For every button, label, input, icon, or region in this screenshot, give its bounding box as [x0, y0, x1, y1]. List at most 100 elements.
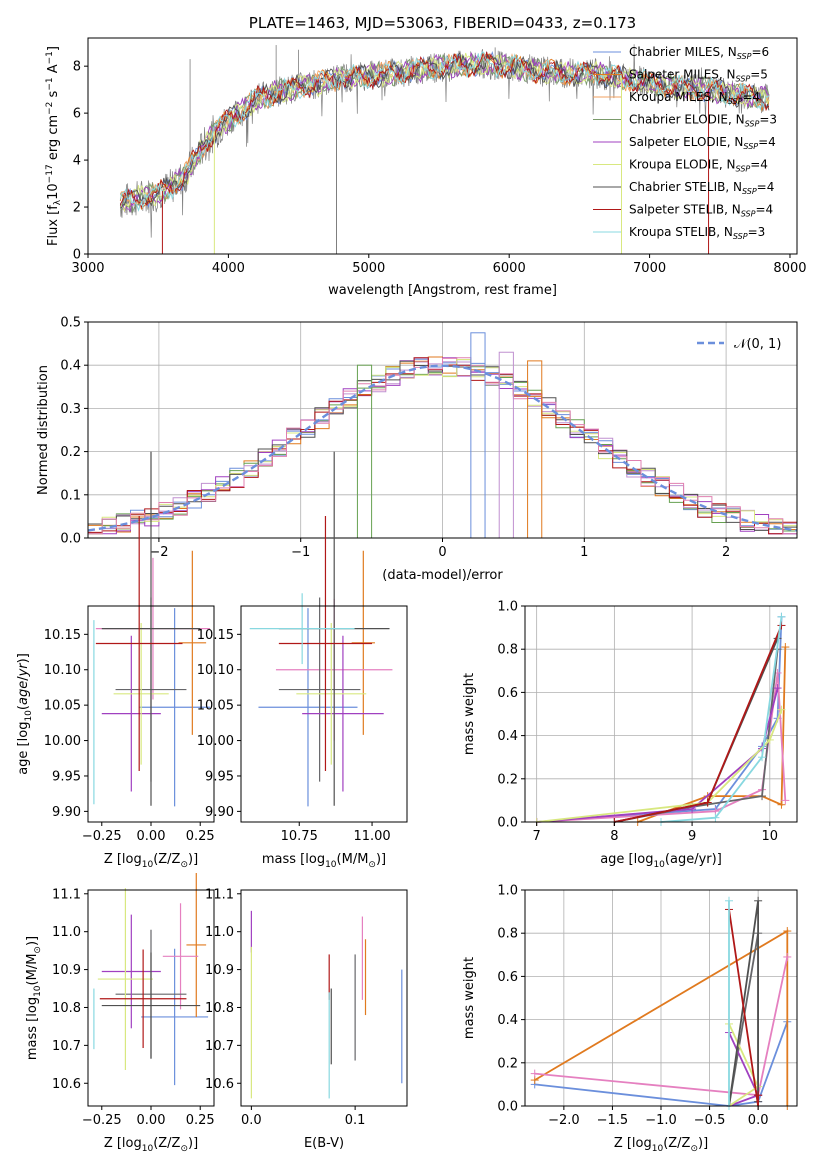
chart-title: PLATE=1463, MJD=53063, FIBERID=0433, z=0…	[249, 14, 636, 32]
mass-vs-ebv-chart: 0.0 0.1 10.6 10.7 10.8 10.9 11.0 11.1 E(B-V)	[205, 887, 408, 1151]
legend-text: =4	[742, 90, 760, 104]
x-axis-label-part: age/yr	[670, 852, 712, 867]
y-tick-label: 0.4	[497, 1013, 518, 1028]
legend-text: =3	[748, 225, 766, 239]
x-axis-label-part: (Z/Z	[153, 852, 180, 867]
x-axis-label-sub: 10	[142, 1144, 154, 1154]
y-tick-label: 1.0	[497, 600, 518, 615]
y-axis-label: mass weight	[462, 957, 477, 1039]
legend-entry: Kroupa MILES, NSSP=4	[629, 90, 760, 106]
y-axis-label-part: yr	[16, 662, 31, 678]
x-axis-label: (data-model)/error	[382, 568, 503, 583]
y-axis-label-part: age [log	[16, 722, 31, 775]
x-tick-label: 5000	[352, 261, 385, 276]
x-axis-label-sub: 10	[325, 860, 337, 870]
x-axis-label-part: (M/M	[337, 852, 369, 867]
y-tick-label: 0.8	[497, 927, 518, 942]
x-tick-label: 3000	[71, 261, 104, 276]
x-tick-label: 8000	[773, 261, 806, 276]
y-tick-label: 4	[73, 154, 81, 169]
y-axis-label-part: f	[46, 205, 61, 210]
x-tick-label: 0.0	[748, 1113, 769, 1128]
x-axis-label-part: )]	[188, 1136, 198, 1151]
y-tick-label: 2	[73, 201, 81, 216]
legend-sub: SSP	[736, 75, 751, 84]
x-tick-label: 9	[688, 829, 696, 844]
histogram-chart: −2 −1 0 1 2 0.0 0.1 0.2 0.3 0.4 0.5 (data-model)/er…	[36, 316, 798, 583]
y-axis-label-part: −1	[45, 51, 55, 64]
y-tick-label: 11.1	[205, 887, 234, 902]
normal-curve	[88, 364, 797, 532]
legend-sub: SSP	[743, 142, 758, 151]
x-axis-label-sub: ⊙	[180, 1144, 188, 1154]
axes-frame	[87, 37, 798, 255]
x-axis-label-part: (Z/Z	[153, 1136, 180, 1151]
x-tick-label: −0.25	[82, 829, 122, 844]
y-axis-label-part: )]	[16, 653, 31, 663]
y-axis-label-part: (M/M	[25, 954, 40, 986]
y-tick-label: 0.5	[60, 316, 81, 331]
x-axis-label-sub: ⊙	[368, 860, 376, 870]
x-axis-label-part: Z [log	[104, 852, 142, 867]
y-tick-label: 6	[73, 107, 81, 122]
weight-line	[536, 616, 783, 823]
y-axis-label-part: s	[46, 90, 61, 101]
x-tick-label: 10	[762, 829, 779, 844]
y-tick-label: 9.90	[52, 805, 81, 820]
age-vs-mass-chart: 10.75 11.00 9.90 9.95 10.00 10.05 10.10 10.15 ma…	[197, 451, 408, 870]
legend-sub: SSP	[733, 232, 748, 241]
age-vs-metallicity-chart-plot	[93, 451, 211, 807]
histogram-chart-plot	[88, 332, 797, 538]
weight-line	[534, 1021, 789, 1107]
legend-text: =4	[758, 135, 776, 149]
axes-frame	[240, 889, 408, 1107]
legend-entry: 𝒩(0, 1)	[734, 337, 781, 352]
y-tick-label: 0.6	[497, 686, 518, 701]
y-tick-label: 0.4	[497, 729, 518, 744]
y-tick-label: 9.90	[205, 805, 234, 820]
x-axis-label-part: (	[665, 852, 670, 867]
y-tick-label: 10.15	[197, 628, 234, 643]
legend-text: Chabrier MILES, N	[629, 45, 737, 59]
legend-text: =3	[759, 113, 777, 127]
legend-sub: SSP	[737, 52, 752, 61]
legend-text: =5	[750, 68, 768, 82]
y-tick-label: 0.2	[497, 772, 518, 787]
legend-text: Kroupa MILES, N	[629, 90, 728, 104]
weight-line	[660, 616, 783, 823]
x-axis-label: wavelength [Angstrom, rest frame]	[328, 283, 557, 298]
x-axis-label: Z [log10(Z/Z⊙)]	[104, 1136, 198, 1154]
x-axis-label: E(B-V)	[304, 1136, 344, 1151]
y-axis-label: age [log10(age/yr)]	[16, 653, 34, 775]
y-tick-label: 10.05	[197, 699, 234, 714]
y-tick-label: 10.7	[205, 1039, 234, 1054]
y-axis-label: Flux [fλ10−17 erg cm−2 s−1 A−1]	[45, 46, 63, 246]
y-tick-label: 1.0	[497, 884, 518, 899]
y-tick-label: 0.1	[60, 488, 81, 503]
legend-entry: Salpeter STELIB, NSSP=4	[629, 203, 773, 219]
y-axis-label: mass [log10(M/M⊙)]	[25, 936, 43, 1060]
x-tick-label: 1	[580, 545, 588, 560]
y-tick-label: 11.0	[205, 925, 234, 940]
x-tick-label: −1	[291, 545, 310, 560]
x-tick-label: 0	[438, 545, 446, 560]
y-axis-label-part: age	[16, 681, 31, 705]
y-axis-label-part: λ	[53, 199, 63, 205]
y-tick-label: 9.95	[205, 769, 234, 784]
y-axis-label-part: 10	[46, 183, 61, 200]
axes-frame	[240, 605, 408, 823]
massweight-vs-metallicity-chart-plot	[530, 896, 792, 1110]
y-tick-label: 10.15	[44, 628, 81, 643]
x-tick-label: 7000	[633, 261, 666, 276]
x-tick-label: 4000	[212, 261, 245, 276]
x-tick-label: 8	[610, 829, 618, 844]
legend-sub: SSP	[741, 210, 756, 219]
x-tick-label: −2	[149, 545, 168, 560]
axes-frame	[524, 605, 798, 823]
x-axis-label-sub: ⊙	[690, 1144, 698, 1154]
y-tick-label: 0.2	[497, 1056, 518, 1071]
y-tick-label: 0.2	[60, 445, 81, 460]
x-axis-label-part: )]	[712, 852, 722, 867]
y-tick-label: 8	[73, 60, 81, 75]
